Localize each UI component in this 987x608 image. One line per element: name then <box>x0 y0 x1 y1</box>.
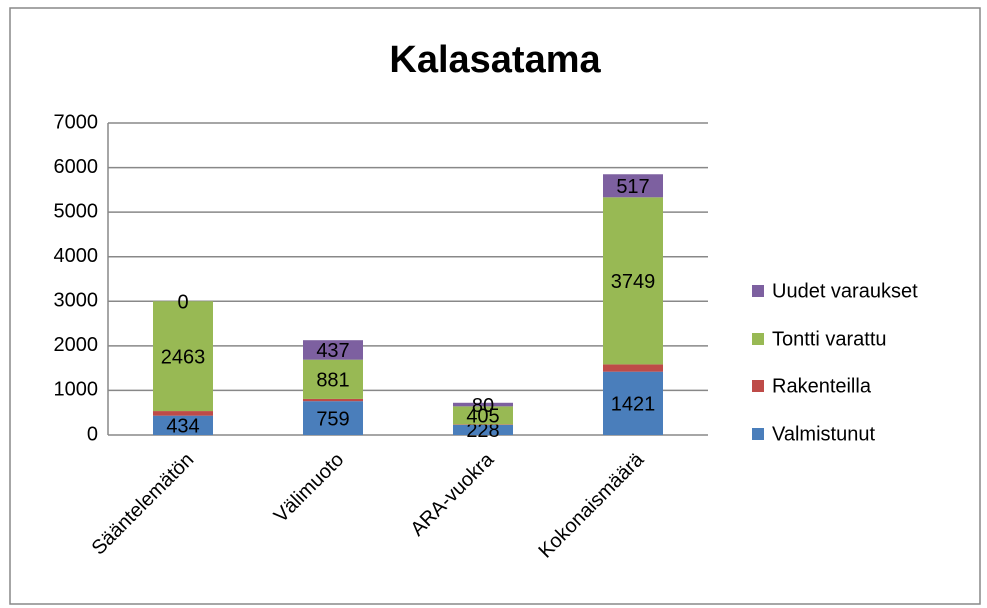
bar-segment <box>303 359 363 399</box>
data-label: 434 <box>166 416 199 438</box>
bar-segment <box>453 406 513 425</box>
y-tick-label: 1000 <box>54 379 99 401</box>
data-label: 405 <box>466 406 499 428</box>
legend-swatch <box>752 380 764 392</box>
data-label: 80 <box>472 395 494 417</box>
data-label: 1421 <box>611 394 656 416</box>
bar-segment <box>303 340 363 360</box>
data-label: 881 <box>316 370 349 392</box>
legend-swatch <box>752 428 764 440</box>
bar-segment <box>303 401 363 435</box>
bar-segment <box>153 411 213 416</box>
data-label: 437 <box>316 340 349 362</box>
bar-segment <box>603 197 663 365</box>
legend-label: Uudet varaukset <box>772 280 918 302</box>
legend-swatch <box>752 333 764 345</box>
chart-title: Kalasatama <box>389 39 601 81</box>
y-tick-label: 4000 <box>54 245 99 267</box>
data-label: 2463 <box>161 346 206 368</box>
bar-segment <box>603 364 663 372</box>
y-tick-label: 6000 <box>54 156 99 178</box>
y-tick-label: 0 <box>87 423 98 445</box>
bar-segment <box>453 402 513 407</box>
legend-label: Rakenteilla <box>772 375 872 397</box>
bar-segment <box>153 415 213 435</box>
legend-swatch <box>752 285 764 297</box>
y-tick-label: 3000 <box>54 290 99 312</box>
bar-segment <box>603 174 663 198</box>
y-tick-label: 5000 <box>54 200 99 222</box>
data-label: 228 <box>466 420 499 442</box>
bar-segment <box>153 301 213 412</box>
data-label: 759 <box>316 408 349 430</box>
data-label: 517 <box>616 176 649 198</box>
y-tick-label: 2000 <box>54 334 99 356</box>
legend-label: Valmistunut <box>772 423 875 445</box>
bar-segment <box>603 371 663 435</box>
legend-label: Tontti varattu <box>772 328 887 350</box>
y-tick-label: 7000 <box>54 111 99 133</box>
bar-segment <box>303 398 363 402</box>
bar-segment <box>453 424 513 435</box>
data-label: 3749 <box>611 271 656 293</box>
data-label: 0 <box>177 292 188 314</box>
